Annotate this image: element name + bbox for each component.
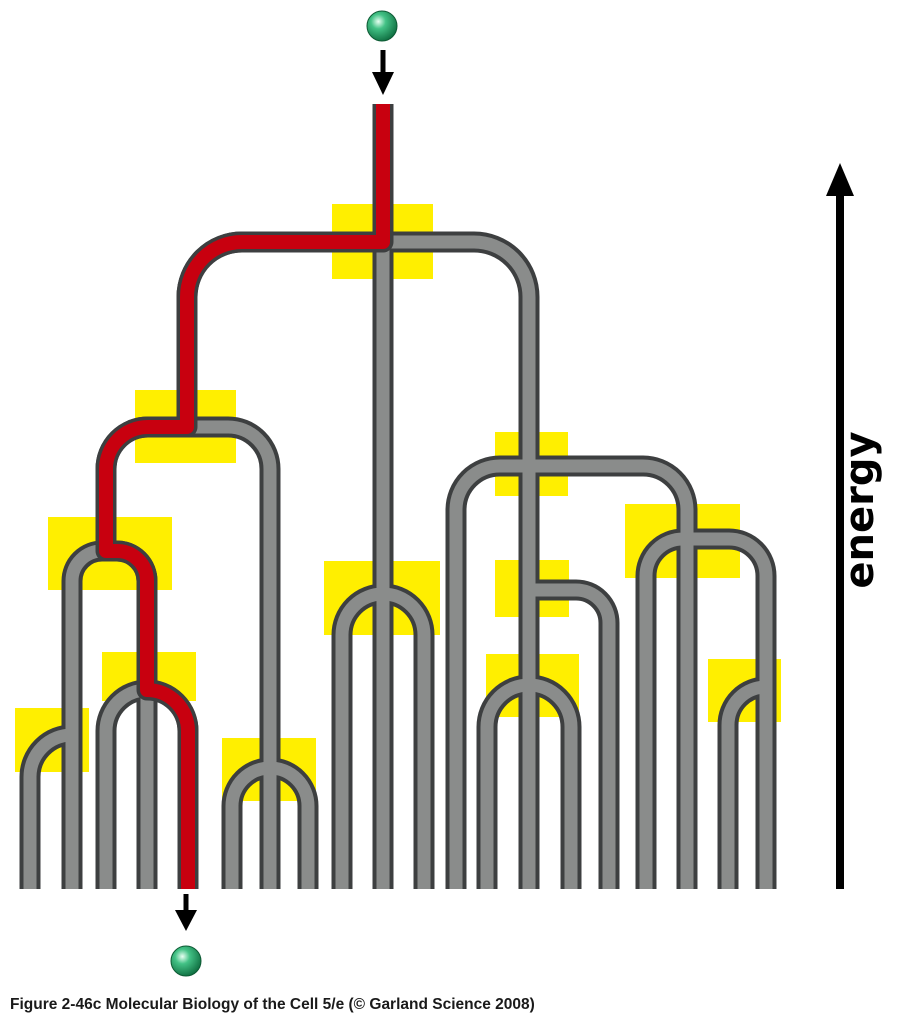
branch-point-markers [15, 204, 781, 801]
molecule-ball-end [170, 945, 202, 977]
energy-axis-label: energy [837, 431, 883, 589]
exit-arrow [175, 894, 197, 931]
energy-axis-arrow [826, 163, 854, 889]
molecule-ball-start [366, 10, 398, 42]
figure-caption: Figure 2-46c Molecular Biology of the Ce… [10, 996, 535, 1013]
entry-arrow [372, 50, 394, 95]
highlighted-pathway [95, 104, 394, 889]
